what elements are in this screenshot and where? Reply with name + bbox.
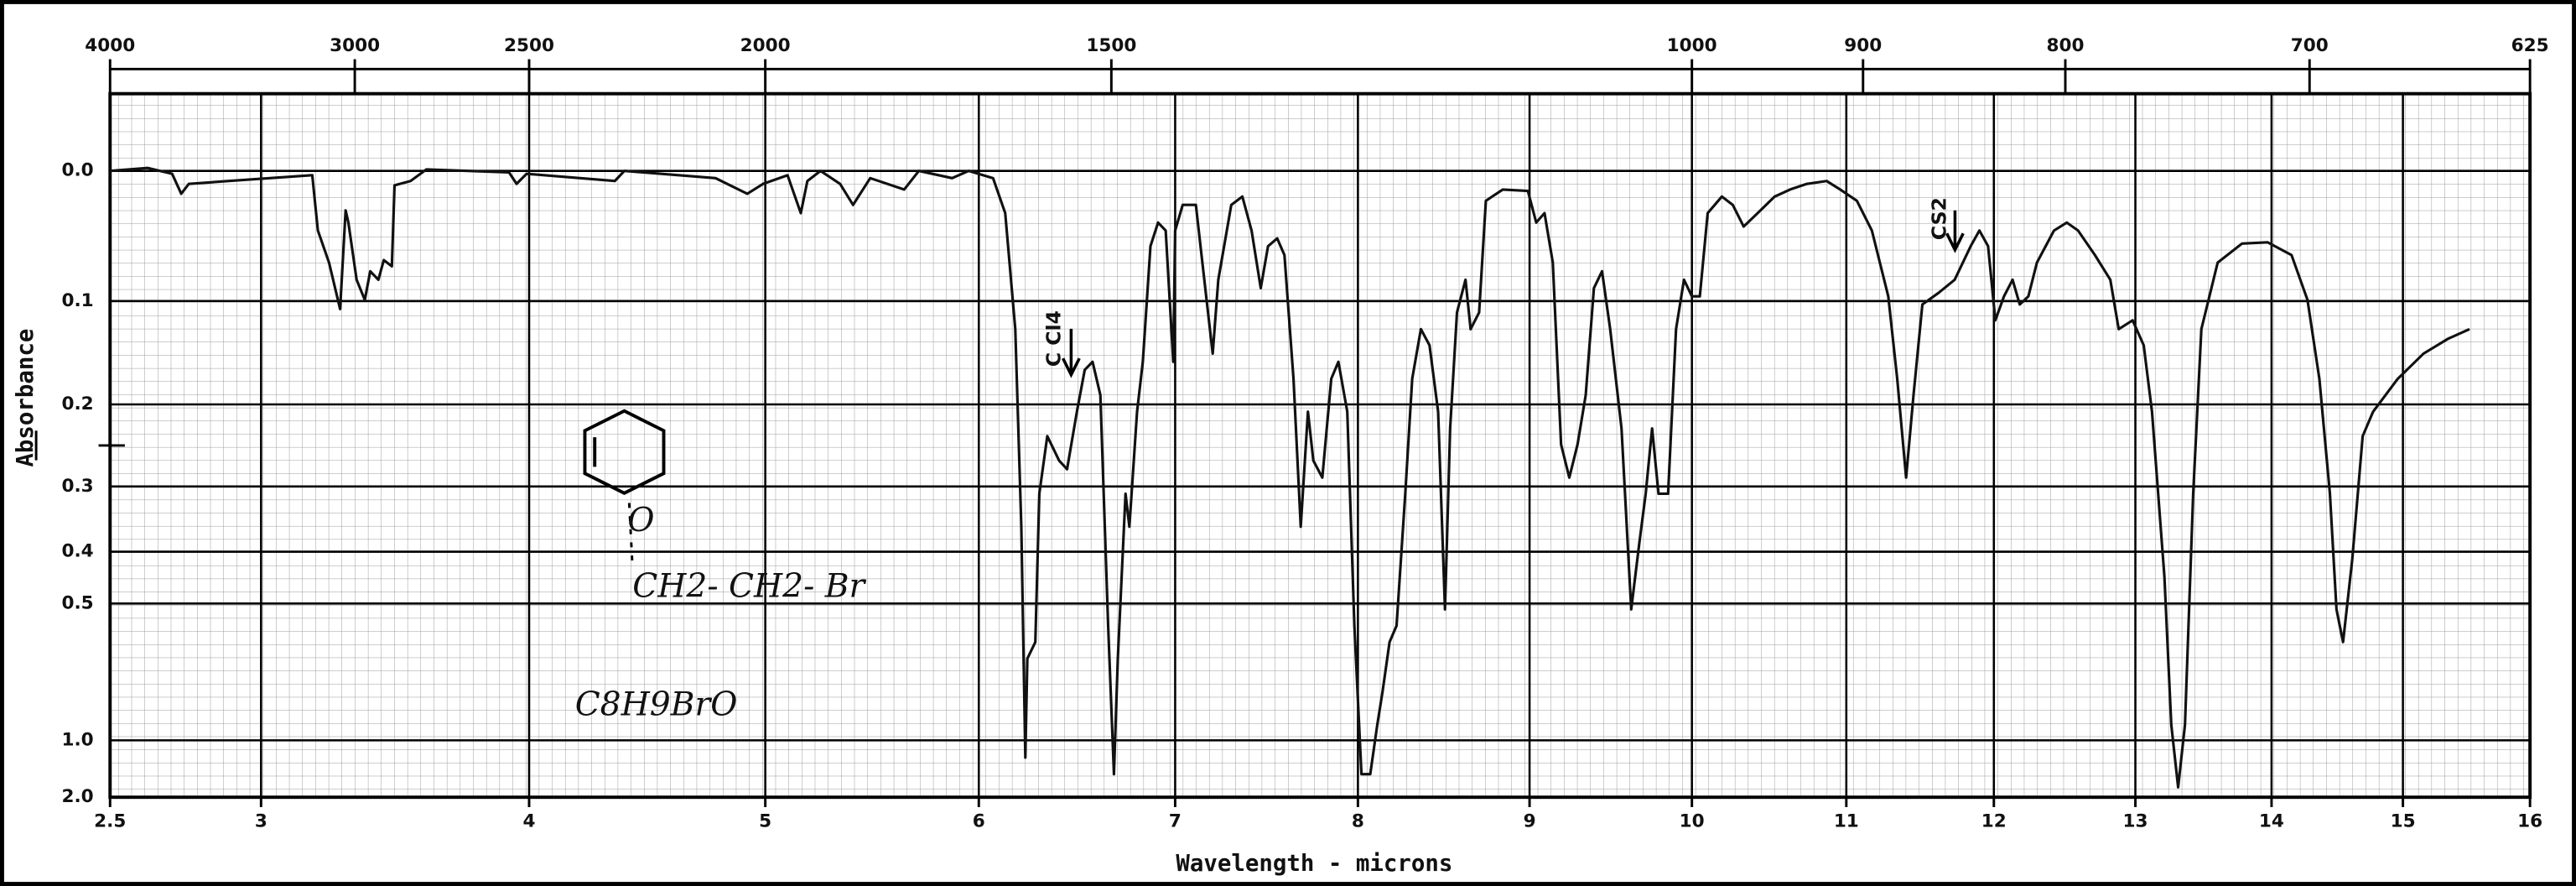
x2-tick-label: 1500 bbox=[1086, 35, 1136, 56]
x2-tick-label: 625 bbox=[2511, 35, 2549, 56]
annotation: CH2- CH2- Br bbox=[632, 567, 866, 605]
x-tick-label: 10 bbox=[1680, 811, 1705, 832]
x2-tick-label: 4000 bbox=[85, 35, 135, 56]
benzene-ring bbox=[583, 409, 666, 495]
x-tick-label: 16 bbox=[2517, 811, 2542, 832]
x-tick-label: 9 bbox=[1524, 811, 1536, 832]
x-tick-label: 6 bbox=[973, 811, 985, 832]
y-tick-label: 0.1 bbox=[62, 290, 94, 311]
x-tick-label: 8 bbox=[1352, 811, 1364, 832]
x2-tick-label: 900 bbox=[1844, 35, 1882, 56]
y-tick-label: 1.0 bbox=[62, 729, 94, 750]
x2-tick-label: 800 bbox=[2047, 35, 2085, 56]
x2-tick-label: 2500 bbox=[504, 35, 554, 56]
x-tick-label: 12 bbox=[1981, 811, 2007, 832]
x-tick-label: 11 bbox=[1834, 811, 1859, 832]
x-tick-label: 3 bbox=[255, 811, 267, 832]
graph-paper bbox=[110, 93, 2531, 798]
bond bbox=[627, 503, 634, 567]
y-tick-label: 0.4 bbox=[62, 541, 94, 562]
annotation: C8H9BrO bbox=[575, 685, 738, 723]
x-tick-label: 13 bbox=[2123, 811, 2148, 832]
y-axis-label: Absorbance bbox=[13, 329, 39, 467]
y-tick-label: 2.0 bbox=[62, 786, 94, 807]
x2-tick-label: 2000 bbox=[740, 35, 791, 56]
x-tick-label: 2.5 bbox=[94, 811, 126, 832]
x-tick-label: 15 bbox=[2391, 811, 2416, 832]
x2-tick-label: 700 bbox=[2291, 35, 2329, 56]
annotation: C Cl4 bbox=[1041, 310, 1065, 367]
arrow bbox=[1062, 328, 1081, 378]
annotation: CS2 bbox=[1927, 197, 1950, 240]
annotation: O bbox=[627, 502, 654, 539]
y-tick-label: 0.2 bbox=[62, 393, 94, 414]
y-tick-label: 0.0 bbox=[62, 160, 94, 181]
x-tick-label: 5 bbox=[759, 811, 771, 832]
arrow bbox=[1945, 210, 1965, 253]
x-tick-label: 14 bbox=[2259, 811, 2284, 832]
x-tick-label: 4 bbox=[522, 811, 535, 832]
x2-tick-label: 3000 bbox=[330, 35, 380, 56]
x-axis-label: Wavelength - microns bbox=[1176, 851, 1452, 877]
y-tick-label: 0.3 bbox=[62, 476, 94, 497]
x-tick-label: 7 bbox=[1169, 811, 1182, 832]
spectrum-line bbox=[110, 166, 2470, 789]
x2-tick-label: 1000 bbox=[1667, 35, 1717, 56]
y-tick-label: 0.5 bbox=[62, 592, 94, 613]
